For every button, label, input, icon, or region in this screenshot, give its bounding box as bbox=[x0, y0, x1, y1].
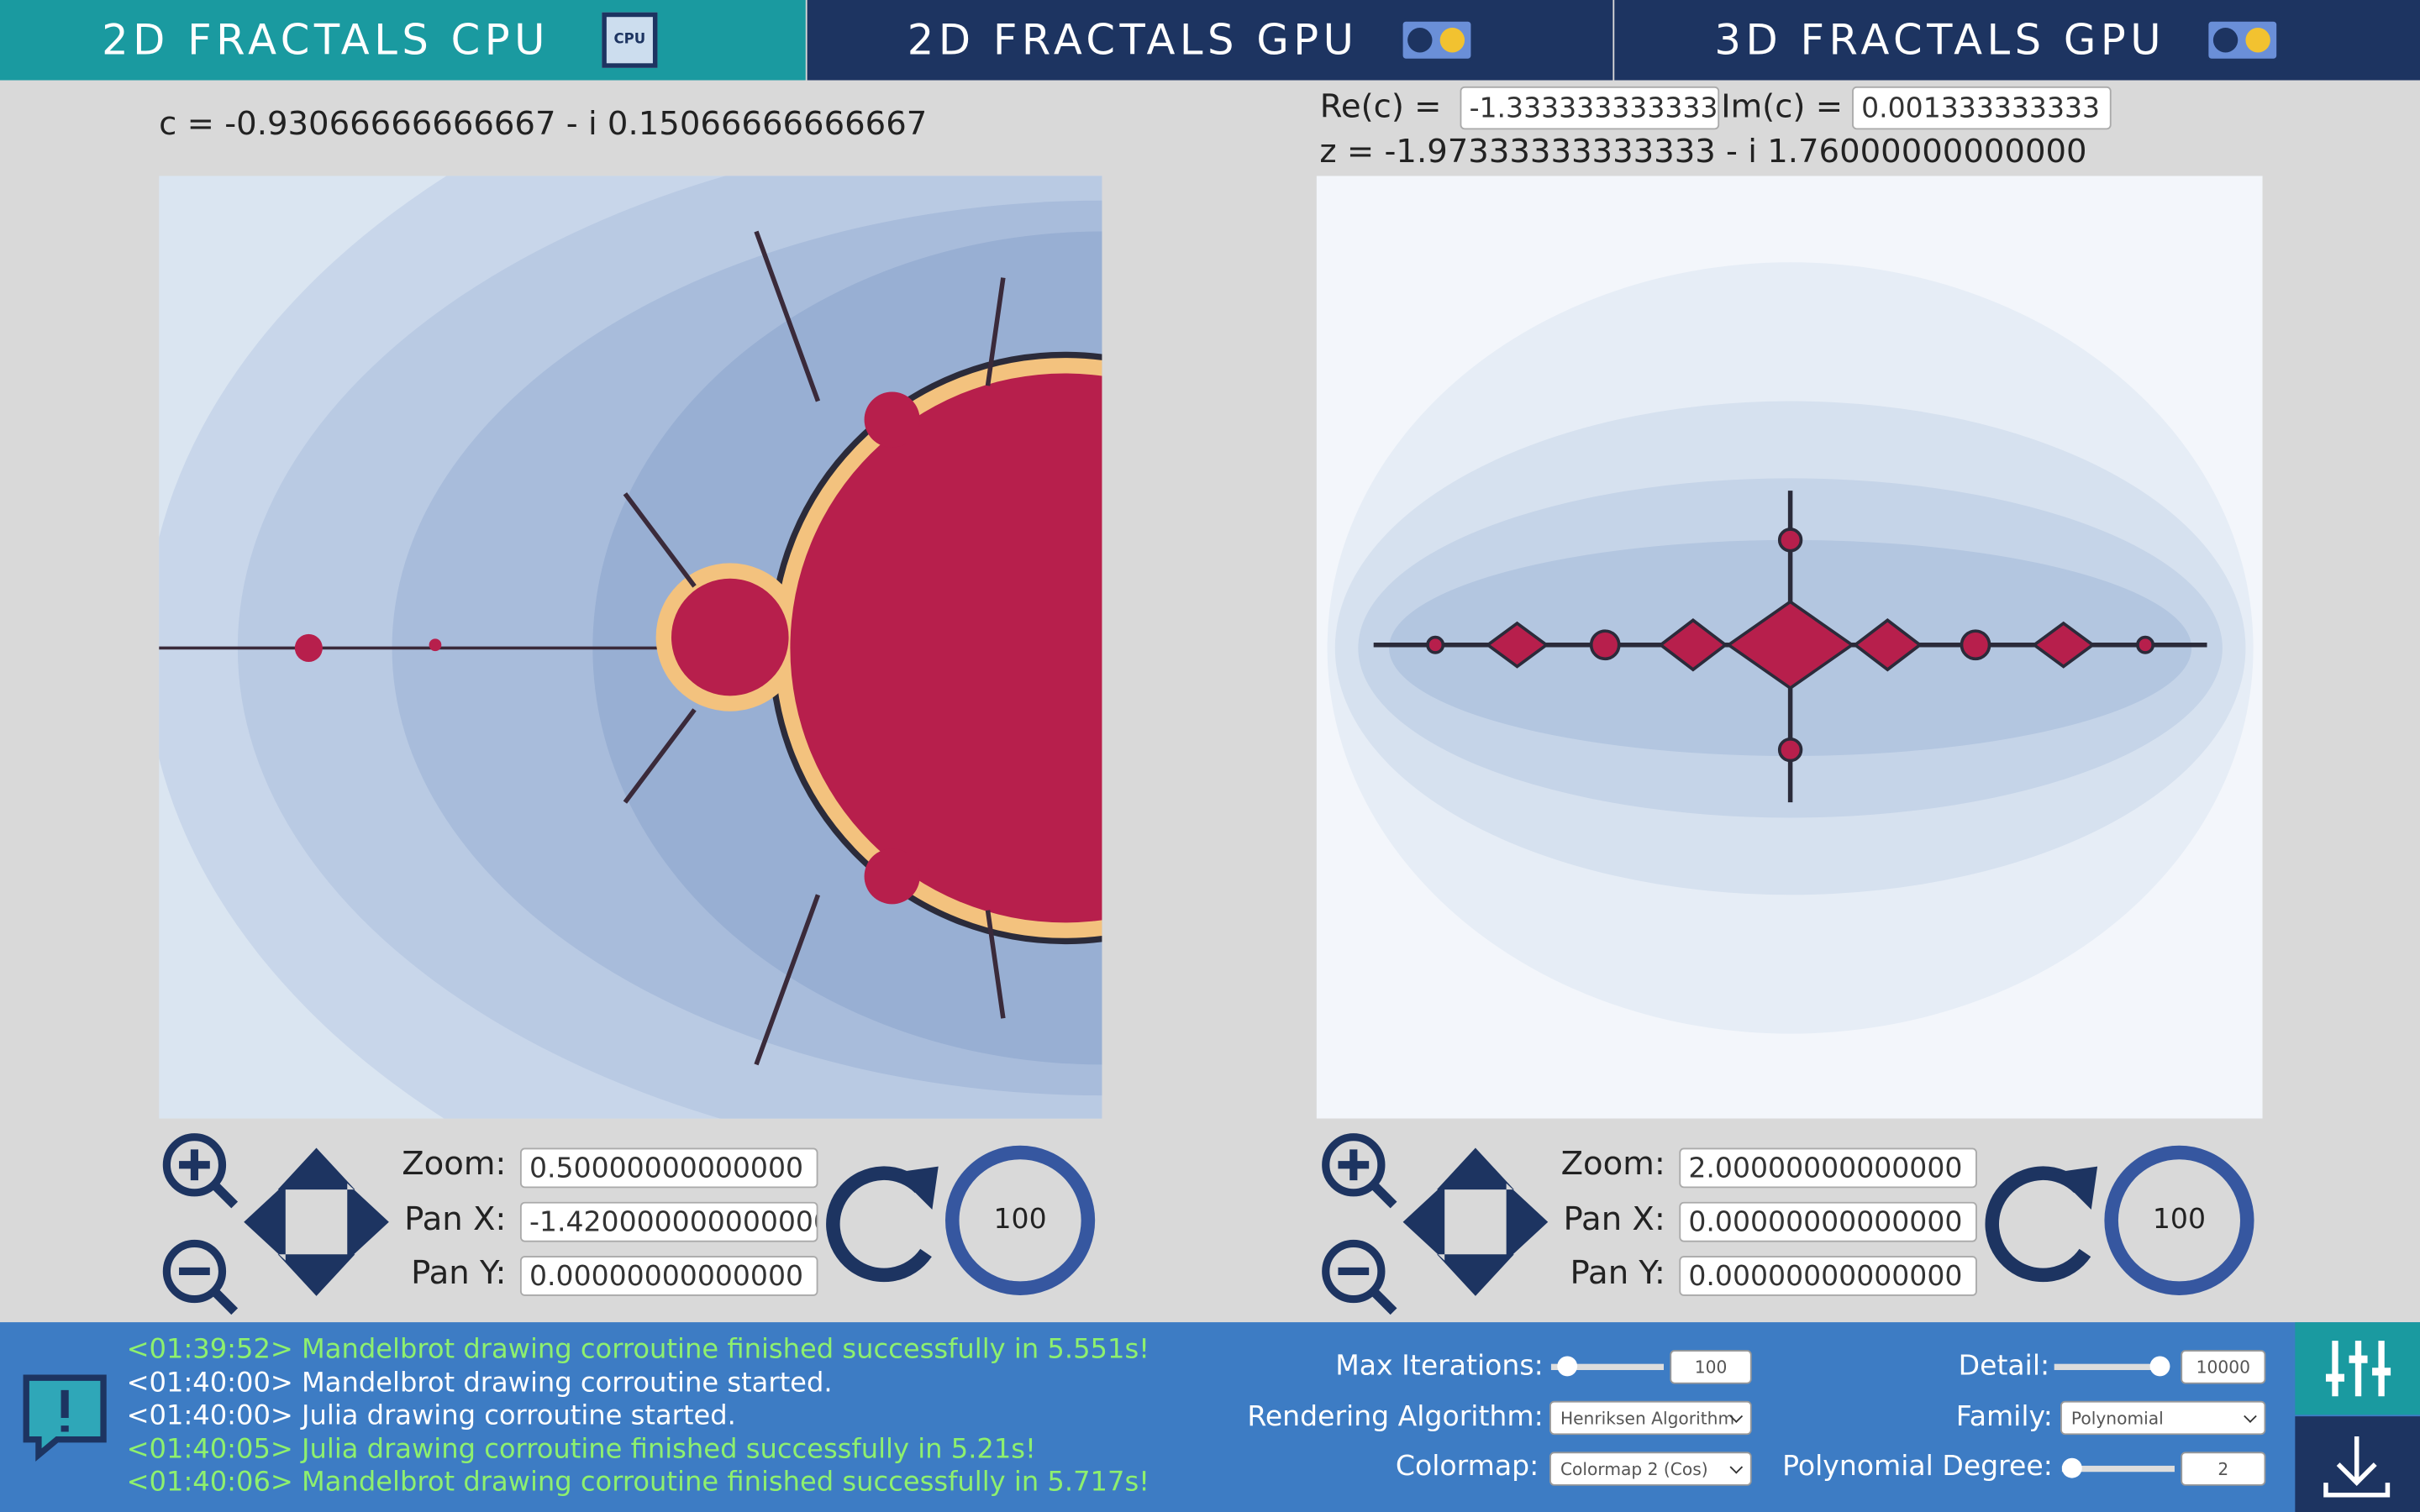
algo-label: Rendering Algorithm: bbox=[1247, 1400, 1544, 1434]
colormap-label: Colormap: bbox=[1395, 1450, 1539, 1483]
option: Henriksen Algorithm bbox=[1560, 1408, 1735, 1429]
cpu-icon: CPU bbox=[602, 12, 658, 68]
alert-icon[interactable] bbox=[18, 1370, 111, 1462]
tab-label: 2D FRACTALS CPU bbox=[102, 17, 550, 66]
progress: 100 bbox=[993, 1203, 1047, 1236]
max-iter-input[interactable]: 100 bbox=[1670, 1350, 1752, 1384]
slider[interactable] bbox=[2061, 1457, 2175, 1478]
pany-input[interactable]: 0.00000000000000 bbox=[519, 1256, 818, 1296]
tab-label: 2D FRACTALS GPU bbox=[907, 17, 1359, 66]
tab-gpu2d[interactable]: 2D FRACTALS GPU bbox=[807, 0, 1613, 81]
tab-cpu[interactable]: 2D FRACTALS CPU bbox=[0, 0, 806, 81]
zoom-label: Zoom: bbox=[1560, 1144, 1665, 1182]
controls-icons bbox=[162, 1137, 2247, 1312]
log-line: <01:40:05> Julia drawing corroutine fini… bbox=[126, 1434, 1036, 1465]
julia-image bbox=[1316, 176, 2263, 1119]
family-select[interactable]: Polynomial bbox=[2060, 1400, 2266, 1436]
log-line: <01:40:00> Mandelbrot drawing corroutine… bbox=[126, 1368, 833, 1399]
pany-label: Pan Y: bbox=[411, 1254, 507, 1292]
panx-label: Pan X: bbox=[404, 1200, 507, 1238]
degree-label: Polynomial Degree: bbox=[1782, 1450, 2053, 1483]
pany-input[interactable]: 0.00000000000000 bbox=[1679, 1256, 1977, 1296]
tab-gpu3d[interactable]: 3D FRACTALS GPU bbox=[1614, 0, 2420, 81]
zoom-input[interactable]: 0.50000000000000 bbox=[519, 1147, 818, 1189]
tab-label: 3D FRACTALS GPU bbox=[1714, 17, 2166, 66]
c-value: c = -0.93066666666667 - i 0.150666666666… bbox=[159, 104, 928, 142]
z-value: z = -1.97333333333333 - i 1.760000000000… bbox=[1319, 132, 2087, 171]
panx-input[interactable]: -1.420000000000000 bbox=[519, 1201, 818, 1242]
detail-label: Detail: bbox=[1958, 1350, 2050, 1383]
log-line: <01:40:00> Julia drawing corroutine star… bbox=[126, 1400, 736, 1432]
colormap-select[interactable]: Colormap 2 (Cos) bbox=[1549, 1452, 1752, 1486]
re-label: Re(c) = bbox=[1319, 87, 1442, 125]
mandelbrot-image bbox=[159, 176, 1102, 1119]
side-buttons[interactable] bbox=[2295, 1322, 2420, 1512]
re-input[interactable]: -1.333333333333333 bbox=[1460, 86, 1720, 130]
log-line: <01:40:06> Mandelbrot drawing corroutine… bbox=[126, 1467, 1150, 1499]
option: Colormap 2 (Cos) bbox=[1560, 1459, 1708, 1480]
max-iter-label: Max Iterations: bbox=[1335, 1350, 1544, 1383]
panx-input[interactable]: 0.00000000000000 bbox=[1679, 1201, 1977, 1242]
log-line: <01:39:52> Mandelbrot drawing corroutine… bbox=[126, 1334, 1150, 1366]
option: Polynomial bbox=[2070, 1408, 2164, 1429]
panx-label: Pan X: bbox=[1563, 1200, 1665, 1238]
zoom-label: Zoom: bbox=[402, 1144, 507, 1182]
slider[interactable] bbox=[2054, 1356, 2170, 1377]
pany-label: Pan Y: bbox=[1570, 1254, 1665, 1292]
im-input[interactable]: 0.001333333333 bbox=[1852, 86, 2112, 130]
progress: 100 bbox=[2152, 1203, 2207, 1236]
zoom-input[interactable]: 2.00000000000000 bbox=[1679, 1147, 1977, 1189]
degree-input[interactable]: 2 bbox=[2181, 1452, 2266, 1486]
im-label: Im(c) = bbox=[1721, 87, 1844, 125]
slider[interactable] bbox=[1550, 1356, 1665, 1377]
algo-select[interactable]: Henriksen Algorithm bbox=[1549, 1400, 1752, 1436]
family-label: Family: bbox=[1955, 1400, 2053, 1434]
gpu-icons bbox=[1399, 18, 2280, 62]
bottom-bar bbox=[0, 1322, 2420, 1512]
detail-input[interactable]: 10000 bbox=[2181, 1350, 2266, 1384]
